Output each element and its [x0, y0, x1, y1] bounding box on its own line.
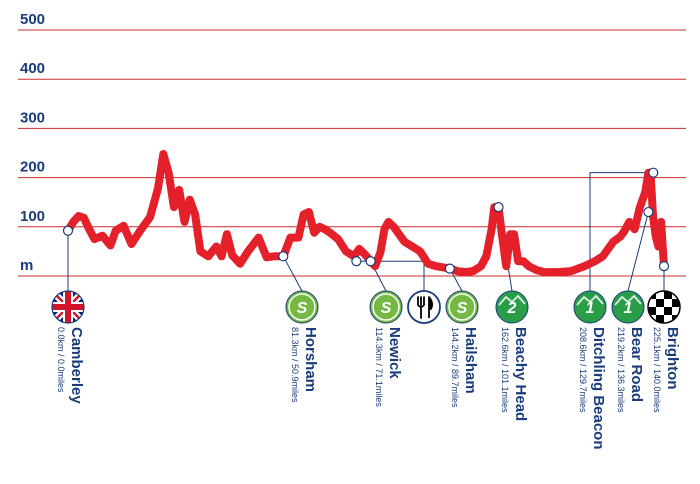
badge-fork-knife-icon — [407, 290, 441, 324]
waypoint-distance-newick: 114.3km / 71.1miles — [374, 327, 384, 407]
leader-line-horsham — [282, 256, 303, 292]
waypoint-badges: S S S 2 1 1 — [51, 290, 681, 324]
waypoint-name-newick: Newick — [386, 327, 403, 379]
waypoint-marker-beachy-head — [493, 202, 504, 213]
y-tick-label: 200 — [20, 159, 45, 176]
y-tick-label: m — [20, 257, 33, 274]
badge-newick-icon: S — [369, 290, 403, 324]
badge-beachy-head-text: 2 — [507, 300, 517, 317]
waypoint-name-hailsham: Hailsham — [462, 327, 479, 394]
badge-beachy-head-icon: 2 — [495, 290, 529, 324]
waypoint-marker-brighton — [658, 261, 670, 272]
waypoint-distance-hailsham: 144.2km / 89.7miles — [450, 327, 460, 408]
badge-hailsham-icon: S — [445, 290, 479, 324]
waypoint-distance-camberley: 0.0km / 0.0miles — [56, 327, 66, 393]
badge-horsham-text: S — [297, 300, 308, 317]
waypoint-markers — [62, 167, 670, 274]
waypoint-name-camberley: Camberley — [68, 327, 85, 404]
leader-line-ditchling-beacon — [589, 172, 654, 291]
waypoint-marker-camberley — [62, 225, 74, 236]
waypoint-distance-beachy-head: 162.6km / 101.1miles — [500, 327, 510, 413]
waypoint-marker-fork-knife — [351, 256, 362, 267]
leader-line-bear-road — [627, 211, 649, 292]
waypoint-marker-horsham — [278, 251, 289, 262]
y-tick-label: 500 — [20, 11, 45, 28]
badge-camberley-icon — [51, 290, 85, 324]
badge-bear-road-text: 1 — [624, 300, 633, 317]
y-tick-label: 400 — [20, 60, 45, 77]
badge-brighton-icon — [647, 290, 681, 324]
y-tick-label: 100 — [20, 208, 45, 225]
badge-hailsham-text: S — [457, 300, 468, 317]
waypoint-name-ditchling-beacon: Ditchling Beacon — [590, 327, 607, 450]
waypoint-distance-brighton: 225.1km / 140.0miles — [652, 327, 662, 413]
waypoint-name-horsham: Horsham — [302, 327, 319, 392]
waypoint-name-beachy-head: Beachy Head — [512, 327, 529, 421]
waypoint-name-bear-road: Bear Road — [628, 327, 645, 402]
waypoint-distance-horsham: 81.3km / 50.9miles — [290, 327, 300, 403]
badge-ditchling-beacon-text: 1 — [586, 300, 595, 317]
waypoint-marker-ditchling-beacon — [648, 167, 659, 178]
grid-lines — [18, 29, 686, 277]
badge-bear-road-icon: 1 — [611, 290, 645, 324]
elevation-profile-line — [64, 150, 668, 277]
waypoint-marker-hailsham — [444, 263, 455, 274]
badge-ditchling-beacon-icon: 1 — [573, 290, 607, 324]
waypoint-distance-bear-road: 219.2km / 136.3miles — [616, 327, 626, 413]
y-tick-label: 300 — [20, 109, 45, 126]
badge-horsham-icon: S — [285, 290, 319, 324]
waypoint-name-brighton: Brighton — [664, 327, 681, 389]
waypoint-marker-newick — [365, 256, 376, 267]
y-axis-tick-labels: 500 400 300 200 100 m — [20, 11, 45, 274]
waypoint-distance-ditchling-beacon: 208.6km / 129.7miles — [578, 327, 588, 413]
waypoint-marker-bear-road — [643, 206, 654, 218]
badge-newick-text: S — [381, 300, 392, 317]
